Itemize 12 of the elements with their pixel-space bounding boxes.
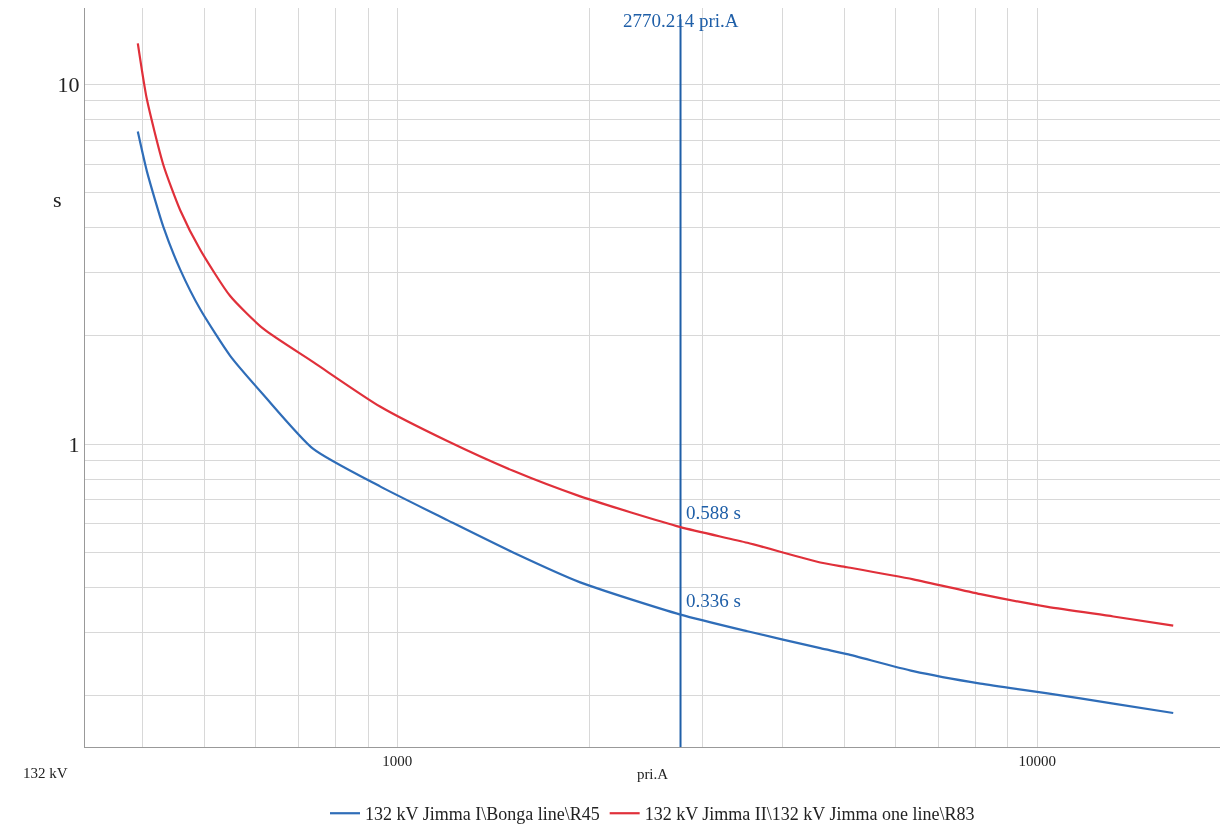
y-tick-label: 1 xyxy=(68,431,80,457)
x-tick-label: 1000 xyxy=(382,753,413,769)
x-tick-label: 10000 xyxy=(1018,753,1057,769)
ref-line-label: 2770.214 pri.A xyxy=(623,10,739,31)
y-axis-title: s xyxy=(53,187,62,212)
x-axis-title: pri.A xyxy=(636,766,669,782)
y-tick-label: 10 xyxy=(57,72,80,98)
annotation: 0.588 s xyxy=(686,502,741,523)
text: 132 kV xyxy=(23,765,68,781)
legend-label: 132 kV Jimma II\132 kV Jimma one line\R83 xyxy=(644,804,975,825)
legend-label: 132 kV Jimma I\Bonga line\R45 xyxy=(365,804,600,825)
annotation: 0.336 s xyxy=(686,590,741,611)
